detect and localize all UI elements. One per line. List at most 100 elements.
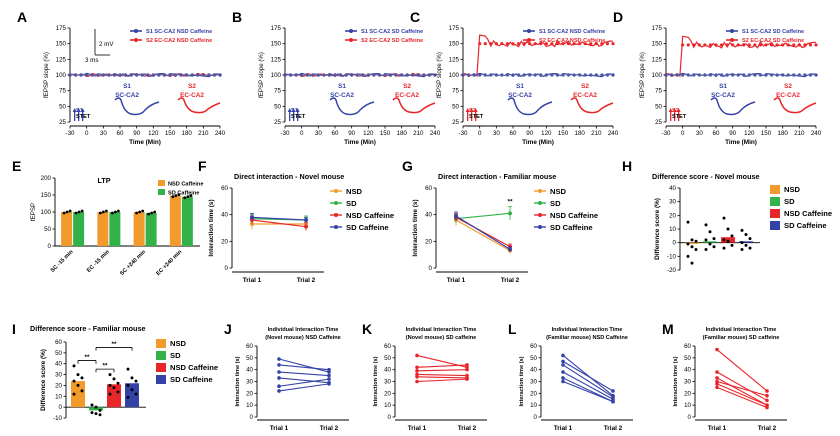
series-point — [465, 363, 469, 367]
stim-label: S2 — [469, 108, 476, 114]
stim-arrowhead — [287, 108, 292, 112]
legend-label: NSD Caffeine — [550, 211, 598, 220]
y-tick-label: 125 — [449, 56, 460, 63]
bar-point — [189, 194, 193, 198]
series-point — [327, 367, 331, 372]
series-point — [715, 376, 719, 380]
bar-point — [686, 242, 690, 246]
stim-label: STET — [76, 114, 91, 120]
y-tick-label: 50 — [530, 355, 537, 362]
legend-label: NSD — [346, 187, 363, 196]
y-tick-label: -10 — [53, 415, 63, 422]
series-point — [605, 42, 610, 46]
bar-point — [722, 246, 726, 250]
bar-point — [690, 238, 694, 242]
stim-arrowhead — [465, 108, 470, 112]
panel-letter: A — [17, 9, 27, 25]
bar-point — [135, 211, 139, 215]
y-tick-label: 175 — [652, 25, 663, 32]
trace-label-s1: SC-CA2 — [330, 92, 354, 99]
bar-point — [708, 230, 712, 234]
bar-point — [726, 227, 730, 231]
bar-point — [694, 239, 698, 243]
bar-point — [740, 228, 744, 232]
scale-label: 3 ms — [85, 57, 98, 64]
bar — [133, 212, 145, 246]
y-axis-title: Difference score (%) — [654, 198, 661, 260]
x-tick-label: 0 — [478, 130, 482, 137]
bar-point — [722, 238, 726, 242]
legend-label: NSD Caffeine — [168, 182, 203, 188]
series-point — [578, 42, 582, 46]
y-tick-label: 100 — [652, 72, 663, 79]
x-tick-label: Trial 1 — [408, 425, 427, 432]
x-tick-label: Trial 1 — [554, 425, 573, 432]
y-tick-label: 200 — [41, 175, 52, 182]
series-point — [550, 42, 554, 46]
panel-B: B 25 50 75 100 125 150 175 fEPSP slope (%) -30 0 30… — [232, 9, 441, 146]
series-point — [561, 379, 565, 384]
series-line — [284, 72, 436, 78]
bar-point — [112, 377, 116, 381]
y-tick-label: 25 — [452, 119, 459, 126]
stim-label: S2 — [672, 108, 679, 114]
series-point — [611, 399, 615, 404]
bar-point — [108, 383, 112, 387]
series-point — [277, 384, 281, 389]
stim-label: STET — [672, 114, 687, 120]
x-tick-label: 90 — [133, 130, 140, 137]
bar-point — [126, 367, 130, 371]
legend-label: S1 SC-CA2 SD Caffeine — [742, 29, 804, 35]
series-point — [465, 367, 469, 372]
y-axis-title: Interaction time (s) — [373, 356, 379, 406]
x-tick-label: 0 — [681, 130, 685, 137]
chart-title: (Novel mouse) NSD Caffeine — [265, 335, 341, 341]
series-point — [561, 376, 565, 380]
legend-swatch — [770, 209, 780, 218]
series-line — [251, 216, 307, 221]
bar-point — [704, 248, 708, 251]
bar-point — [134, 392, 138, 396]
series-point — [561, 42, 565, 46]
legend-swatch — [156, 339, 166, 348]
stim-label: STET — [469, 114, 484, 120]
trace-s2 — [570, 97, 614, 114]
y-axis-title: fEPSP slope (%) — [43, 52, 50, 98]
series-point — [589, 42, 593, 46]
y-tick-label: 50 — [59, 103, 66, 110]
stim-arrowhead — [72, 108, 77, 112]
legend-label: S1 SC-CA2 SD Caffeine — [361, 29, 423, 35]
y-tick-label: 0 — [388, 414, 392, 421]
bar-point — [76, 383, 80, 387]
stim-arrowhead — [473, 108, 478, 112]
x-tick-label: 30 — [100, 130, 107, 137]
panel-K: K Individual Interaction Time (Novel mouse… — [362, 321, 487, 432]
series-point — [600, 42, 604, 46]
x-tick-label: -30 — [66, 130, 76, 137]
bar-point — [174, 194, 178, 198]
y-tick-label: 10 — [530, 402, 537, 409]
y-tick-label: 40 — [684, 367, 691, 374]
y-tick-label: 50 — [55, 350, 62, 357]
series-line — [716, 380, 768, 397]
series-point — [714, 43, 718, 47]
y-tick-label: 60 — [221, 185, 228, 192]
x-tick-label: 240 — [811, 130, 822, 137]
panel-A: A 25 50 75 100 125 150 175 fEPSP slope (%) -30 0 30… — [17, 9, 226, 146]
legend-marker — [134, 38, 138, 42]
x-tick-label: SC -15 min — [50, 249, 75, 274]
bar — [61, 212, 73, 246]
bar-point — [686, 220, 690, 224]
series-line — [455, 212, 511, 220]
panel-letter: G — [402, 158, 413, 174]
bar-point — [726, 239, 730, 243]
legend-swatch — [156, 363, 166, 372]
series-point — [304, 224, 308, 229]
bar-point — [150, 211, 154, 215]
y-axis-title: Interaction time (s) — [519, 356, 525, 406]
panel-letter: J — [224, 321, 232, 337]
bar-point — [748, 246, 752, 250]
y-tick-label: 0 — [688, 414, 692, 421]
panel-letter: F — [198, 158, 207, 174]
bar-point — [690, 245, 694, 249]
